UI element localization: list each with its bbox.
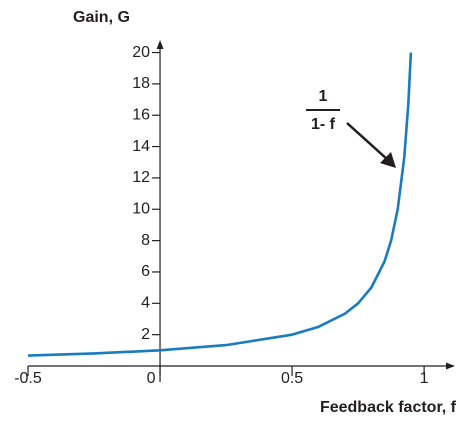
y-tick-label: 2 [141,326,150,343]
annotation-arrow [346,122,389,161]
y-axis-label: Gain, G [73,9,130,26]
x-tick-label: 0 [147,370,156,387]
x-axis-label: Feedback factor, f [320,399,457,416]
x-tick-label: 0.5 [281,370,303,387]
y-tick-label: 20 [132,44,150,61]
annotation-denominator: 1- f [311,116,336,133]
y-tick-label: 4 [141,295,150,312]
x-axis-arrow [446,362,455,370]
y-axis-arrow [156,40,164,49]
curve [27,52,413,357]
annotation-numerator: 1 [319,88,328,105]
x-tick-label: -0.5 [14,370,42,387]
y-tick-label: 8 [141,232,150,249]
annotation-arrowhead [380,152,396,168]
y-tick-label: 12 [132,169,150,186]
x-tick-label: 1 [420,370,429,387]
y-tick-label: 14 [132,138,150,155]
y-tick-label: 16 [132,106,150,123]
y-tick-label: 6 [141,263,150,280]
y-tick-label: 10 [132,200,150,217]
y-tick-label: 18 [132,75,150,92]
